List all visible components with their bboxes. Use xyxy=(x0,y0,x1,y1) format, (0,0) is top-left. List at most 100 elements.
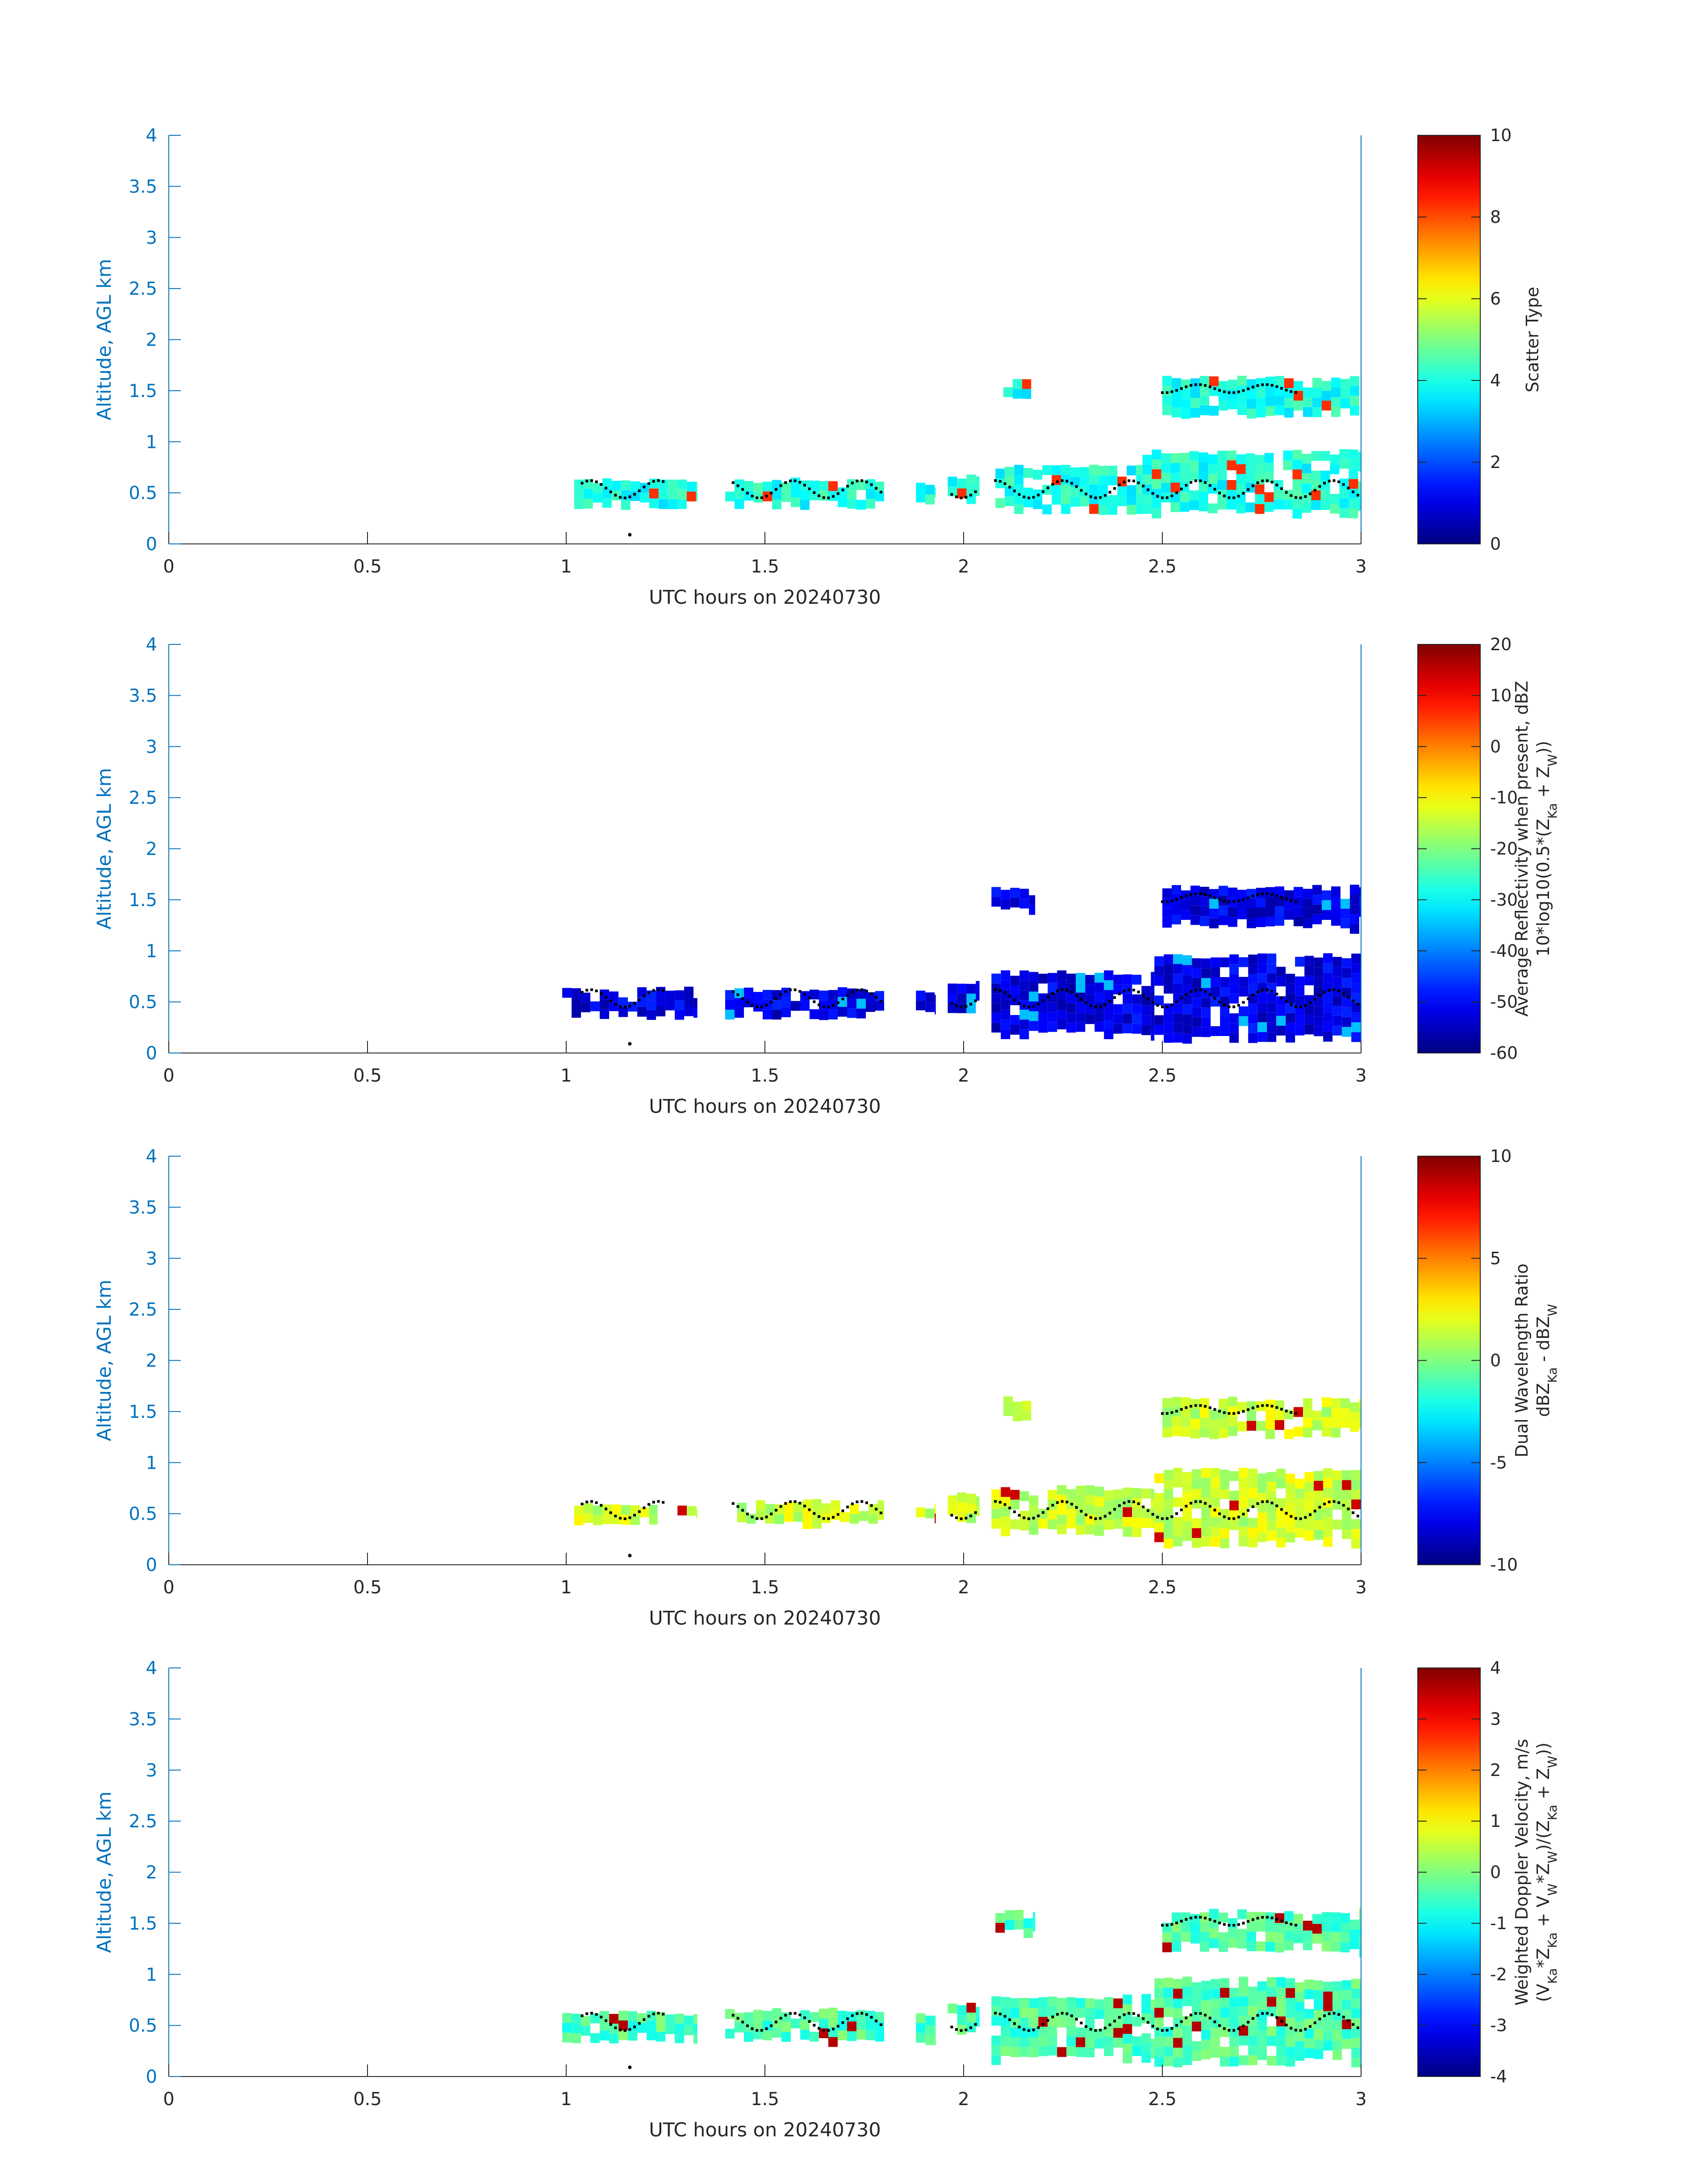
data-layer xyxy=(991,1994,1155,2065)
data-cell xyxy=(1003,387,1013,397)
cloud-base-marker xyxy=(1332,1500,1336,1503)
data-cell xyxy=(1173,1013,1183,1023)
data-cell xyxy=(1061,464,1071,475)
cloud-base-marker xyxy=(789,479,792,482)
data-cell xyxy=(1228,1396,1237,1407)
data-cell xyxy=(1228,1938,1237,1948)
data-cell xyxy=(1104,1490,1114,1500)
data-cell xyxy=(1351,1979,1361,1989)
colorbar-tick-label: 3 xyxy=(1490,1709,1501,1729)
cloud-base-marker xyxy=(580,481,584,485)
data-cell xyxy=(1228,1416,1237,1426)
cloud-base-marker xyxy=(1023,1516,1026,1519)
cloud-base-marker xyxy=(1175,1409,1178,1412)
x-tick-label: 1 xyxy=(560,2089,572,2110)
data-cell xyxy=(1322,910,1331,920)
data-cell xyxy=(1164,1538,1173,1549)
data-cell xyxy=(1332,2050,1342,2060)
data-cell xyxy=(1304,1531,1314,1541)
cloud-base-marker xyxy=(789,2012,792,2015)
data-layer xyxy=(737,1499,884,1529)
data-layer xyxy=(725,477,884,510)
data-cell xyxy=(1162,1398,1172,1408)
cloud-base-marker xyxy=(1342,992,1345,995)
cloud-base-marker xyxy=(741,488,744,491)
data-cell xyxy=(1154,966,1164,976)
data-cell xyxy=(1132,2017,1142,2027)
cloud-base-marker xyxy=(619,2028,622,2031)
data-cell xyxy=(948,1495,957,1505)
data-cell xyxy=(1019,1010,1029,1020)
data-cell xyxy=(1141,986,1151,996)
cloud-base-marker xyxy=(1170,1411,1173,1414)
data-cell xyxy=(1089,504,1099,514)
data-cell xyxy=(1302,454,1311,464)
data-cell xyxy=(1276,2006,1286,2017)
x-tick-label: 1.5 xyxy=(751,1066,779,1086)
data-cell xyxy=(1154,1988,1164,1998)
data-cell xyxy=(916,1000,926,1011)
data-cell xyxy=(1332,957,1342,967)
data-cell xyxy=(600,1009,610,1019)
cloud-base-marker xyxy=(1208,1505,1211,1508)
data-cell xyxy=(1257,2001,1267,2011)
cloud-base-marker xyxy=(798,481,802,484)
data-cell xyxy=(1314,1026,1324,1036)
data-cell xyxy=(1228,1426,1237,1436)
data-cell xyxy=(1141,2053,1151,2063)
data-cell xyxy=(1229,2047,1239,2057)
cloud-base-marker xyxy=(600,483,603,486)
data-cell xyxy=(1220,2007,1230,2018)
data-cell xyxy=(1162,1932,1172,1943)
data-cell xyxy=(602,498,612,508)
cloud-base-marker xyxy=(803,484,806,487)
data-cell xyxy=(1314,2029,1324,2039)
cloud-base-marker xyxy=(1342,483,1345,486)
cloud-base-marker xyxy=(793,2012,797,2015)
data-cell xyxy=(1314,1980,1324,1990)
data-cell xyxy=(1220,1997,1230,2008)
cloud-base-marker xyxy=(803,2016,806,2019)
cloud-base-marker xyxy=(1285,491,1288,494)
cloud-base-marker xyxy=(955,495,958,498)
data-cell xyxy=(1220,1528,1230,1538)
colorbar-tick-label: -4 xyxy=(1490,2067,1507,2086)
x-tick-label: 2 xyxy=(958,1577,969,1598)
cloud-base-marker xyxy=(628,1516,631,1519)
data-cell xyxy=(1048,992,1057,1003)
data-cell xyxy=(1172,1417,1181,1427)
data-cell xyxy=(1201,2049,1211,2060)
data-cell xyxy=(1275,1943,1284,1953)
data-cell xyxy=(693,2014,697,2024)
data-cell xyxy=(1239,2016,1249,2026)
data-cell xyxy=(1104,2007,1114,2017)
data-cell xyxy=(1094,1022,1104,1032)
cloud-base-marker xyxy=(1251,1406,1254,1409)
cloud-base-marker xyxy=(974,490,977,493)
cloud-base-marker xyxy=(1199,892,1202,895)
data-cell xyxy=(810,1009,819,1020)
data-cell xyxy=(1294,1933,1303,1943)
data-cell xyxy=(574,480,584,489)
data-cell xyxy=(800,2020,810,2030)
data-cell xyxy=(677,489,687,499)
data-cell xyxy=(1001,2036,1011,2046)
data-cell xyxy=(1229,974,1239,984)
data-cell xyxy=(1113,984,1123,994)
cloud-base-marker xyxy=(1113,996,1116,999)
data-cell xyxy=(1295,1528,1305,1538)
cloud-base-marker xyxy=(1051,1504,1054,1507)
data-cell xyxy=(735,2022,744,2033)
cloud-base-marker xyxy=(827,1005,830,1008)
cloud-base-marker xyxy=(1295,1517,1298,1520)
data-cell xyxy=(1029,1505,1039,1515)
data-cell xyxy=(1211,1507,1220,1517)
data-cell xyxy=(1180,502,1190,512)
data-cell xyxy=(1029,991,1039,1002)
data-cell xyxy=(1323,1981,1333,1992)
data-cell xyxy=(665,1000,675,1011)
colorbar-gradient xyxy=(1417,644,1481,1053)
cloud-base-marker xyxy=(998,480,1002,483)
cloud-base-marker xyxy=(628,495,631,498)
